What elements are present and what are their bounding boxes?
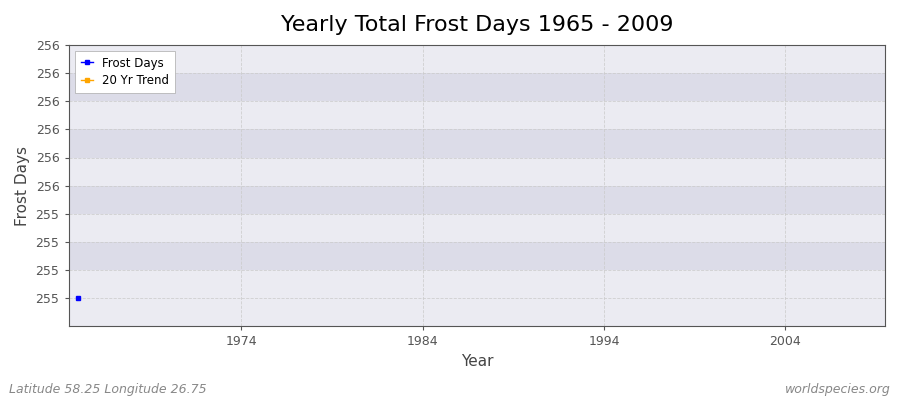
Bar <box>69 73 885 101</box>
Bar <box>69 158 885 186</box>
Legend: Frost Days, 20 Yr Trend: Frost Days, 20 Yr Trend <box>75 51 176 93</box>
Bar <box>69 242 885 270</box>
Text: worldspecies.org: worldspecies.org <box>785 383 891 396</box>
Bar <box>69 101 885 129</box>
Text: Latitude 58.25 Longitude 26.75: Latitude 58.25 Longitude 26.75 <box>9 383 207 396</box>
Bar <box>69 45 885 73</box>
Bar <box>69 186 885 214</box>
Bar <box>69 129 885 158</box>
Y-axis label: Frost Days: Frost Days <box>15 146 30 226</box>
Bar <box>69 270 885 298</box>
Title: Yearly Total Frost Days 1965 - 2009: Yearly Total Frost Days 1965 - 2009 <box>281 15 673 35</box>
Bar <box>69 214 885 242</box>
X-axis label: Year: Year <box>461 354 493 369</box>
